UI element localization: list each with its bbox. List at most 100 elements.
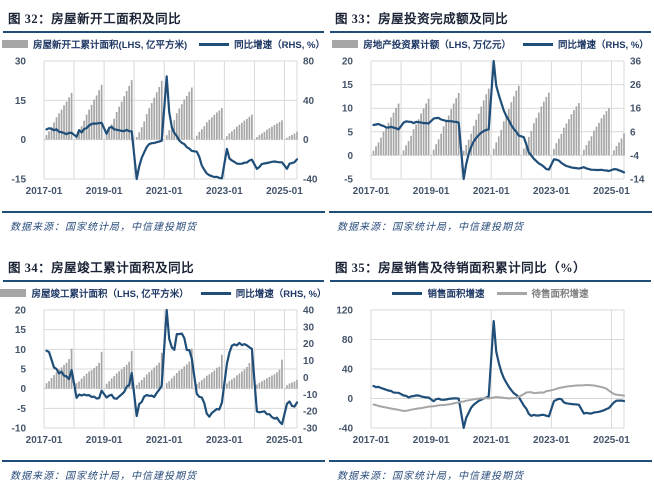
figure-34-panel: 图 34：房屋竣工累计面积及同比 房屋竣工累计面积（LHS, 亿平方米） 同比增… bbox=[0, 249, 327, 498]
svg-text:2019-01: 2019-01 bbox=[86, 186, 123, 197]
svg-text:15: 15 bbox=[15, 96, 27, 107]
title-divider bbox=[330, 31, 651, 33]
line-series-swatch bbox=[392, 291, 423, 295]
svg-text:30: 30 bbox=[303, 322, 315, 333]
line-series-swatch bbox=[496, 291, 527, 295]
svg-text:2023-01: 2023-01 bbox=[533, 435, 570, 446]
figure-32-panel: 图 32：房屋新开工面积及同比 房屋新开工累计面积(LHS, 亿平方米) 同比增… bbox=[0, 0, 327, 249]
figure-35-panel: 图 35：房屋销售及待销面积累计同比（%） 销售面积增速 待售面积增速 120 8… bbox=[327, 249, 654, 498]
svg-text:2021-01: 2021-01 bbox=[146, 186, 183, 197]
svg-text:2019-01: 2019-01 bbox=[413, 435, 450, 446]
panel-divider bbox=[329, 211, 652, 213]
svg-text:-20: -20 bbox=[303, 407, 318, 418]
legend-label-unsold: 待售面积增速 bbox=[531, 289, 589, 300]
svg-text:80: 80 bbox=[342, 335, 354, 346]
svg-text:30: 30 bbox=[15, 57, 27, 68]
line-series-swatch bbox=[199, 42, 230, 46]
figure-33-chart: 20 15 10 5 0 -5 36 26 16 6 -4 -14 2017-01 2019-01 2021… bbox=[342, 57, 645, 198]
legend-label-bars: 房地产投资累计额（LHS, 万亿元） bbox=[363, 40, 511, 51]
legend-label-sales: 销售面积增速 bbox=[427, 289, 485, 300]
svg-text:2019-01: 2019-01 bbox=[86, 435, 123, 446]
svg-text:10: 10 bbox=[303, 356, 315, 367]
panel-divider bbox=[2, 211, 325, 213]
svg-text:2017-01: 2017-01 bbox=[353, 435, 390, 446]
title-divider bbox=[330, 280, 651, 282]
svg-text:-14: -14 bbox=[630, 175, 645, 186]
figure-35-legend: 销售面积增速 待售面积增速 bbox=[327, 285, 654, 301]
svg-text:2021-01: 2021-01 bbox=[473, 435, 510, 446]
svg-text:0: 0 bbox=[303, 373, 309, 384]
svg-text:15: 15 bbox=[342, 80, 354, 91]
svg-text:2017-01: 2017-01 bbox=[26, 186, 63, 197]
svg-text:2019-01: 2019-01 bbox=[413, 186, 450, 197]
svg-text:40: 40 bbox=[303, 306, 315, 317]
svg-text:15: 15 bbox=[15, 325, 27, 336]
svg-text:0: 0 bbox=[20, 384, 26, 395]
svg-text:80: 80 bbox=[303, 57, 315, 68]
svg-text:-40: -40 bbox=[339, 424, 354, 435]
svg-text:-15: -15 bbox=[12, 175, 27, 186]
figure-34-title: 图 34：房屋竣工累计面积及同比 bbox=[8, 261, 195, 275]
legend-label-bars: 房屋新开工累计面积(LHS, 亿平方米) bbox=[33, 40, 188, 51]
svg-text:-5: -5 bbox=[344, 175, 353, 186]
legend-label-line: 同比增速（RHS, %） bbox=[234, 40, 325, 51]
svg-text:36: 36 bbox=[630, 57, 642, 68]
svg-text:-40: -40 bbox=[303, 175, 318, 186]
svg-text:2017-01: 2017-01 bbox=[353, 186, 390, 197]
legend-label-bars: 房屋竣工累计面积（LHS, 亿平方米） bbox=[31, 289, 189, 300]
svg-text:40: 40 bbox=[342, 365, 354, 376]
figure-34-legend: 房屋竣工累计面积（LHS, 亿平方米） 同比增速（RHS, %） bbox=[0, 285, 327, 301]
legend-label-line: 同比增速（RHS, %） bbox=[557, 40, 649, 51]
svg-text:-4: -4 bbox=[630, 151, 639, 162]
svg-text:10: 10 bbox=[15, 345, 27, 356]
title-divider bbox=[3, 280, 324, 282]
svg-text:-10: -10 bbox=[303, 390, 318, 401]
svg-text:26: 26 bbox=[630, 80, 642, 91]
svg-text:0: 0 bbox=[347, 394, 353, 405]
svg-text:120: 120 bbox=[336, 306, 353, 317]
figure-32-legend: 房屋新开工累计面积(LHS, 亿平方米) 同比增速（RHS, %） bbox=[0, 36, 327, 52]
figure-33-title: 图 33：房屋投资完成额及同比 bbox=[335, 12, 509, 26]
figure-35-title: 图 35：房屋销售及待销面积累计同比（%） bbox=[335, 261, 587, 275]
bar-series-swatch bbox=[332, 40, 359, 48]
panel-divider bbox=[2, 460, 325, 462]
svg-text:20: 20 bbox=[342, 57, 354, 68]
svg-text:40: 40 bbox=[303, 96, 315, 107]
panel-divider bbox=[329, 460, 652, 462]
bar-series-swatch bbox=[2, 40, 29, 48]
figure-33-panel: 图 33：房屋投资完成额及同比 房地产投资累计额（LHS, 万亿元） 同比增速（… bbox=[327, 0, 654, 249]
line-series-swatch bbox=[200, 291, 231, 295]
svg-text:10: 10 bbox=[342, 104, 354, 115]
svg-text:2021-01: 2021-01 bbox=[473, 186, 510, 197]
figure-34-source: 数据来源：国家统计局，中信建投期货 bbox=[10, 471, 197, 482]
svg-text:0: 0 bbox=[303, 135, 309, 146]
svg-text:6: 6 bbox=[630, 127, 636, 138]
svg-text:5: 5 bbox=[347, 127, 353, 138]
figure-33-legend: 房地产投资累计额（LHS, 万亿元） 同比增速（RHS, %） bbox=[327, 36, 654, 52]
svg-text:-10: -10 bbox=[12, 424, 27, 435]
figure-32-source: 数据来源：国家统计局，中信建投期货 bbox=[10, 222, 197, 233]
figure-34-chart: 20 15 10 5 0 -5 -10 40 30 20 10 0 -10 -20 -30 2017-01 20… bbox=[12, 306, 318, 447]
svg-text:-30: -30 bbox=[303, 424, 318, 435]
legend-label-line: 同比增速（RHS, %） bbox=[235, 289, 327, 300]
svg-text:20: 20 bbox=[15, 306, 27, 317]
svg-text:20: 20 bbox=[303, 339, 315, 350]
bar-series-swatch bbox=[0, 289, 27, 297]
svg-text:5: 5 bbox=[20, 365, 26, 376]
svg-text:2025-01: 2025-01 bbox=[266, 186, 303, 197]
svg-text:2025-01: 2025-01 bbox=[593, 186, 630, 197]
line-series-swatch bbox=[522, 42, 553, 46]
svg-text:2023-01: 2023-01 bbox=[206, 186, 243, 197]
svg-text:2025-01: 2025-01 bbox=[593, 435, 630, 446]
svg-text:2023-01: 2023-01 bbox=[206, 435, 243, 446]
svg-text:16: 16 bbox=[630, 104, 642, 115]
svg-text:2023-01: 2023-01 bbox=[533, 186, 570, 197]
figure-32-title: 图 32：房屋新开工面积及同比 bbox=[8, 12, 182, 26]
svg-text:0: 0 bbox=[347, 151, 353, 162]
svg-text:2017-01: 2017-01 bbox=[26, 435, 63, 446]
figure-32-chart: 30 15 0 -15 80 40 0 -40 2017-01 2019-01 2021-01 202… bbox=[12, 57, 318, 198]
svg-text:0: 0 bbox=[20, 135, 26, 146]
svg-text:2025-01: 2025-01 bbox=[266, 435, 303, 446]
